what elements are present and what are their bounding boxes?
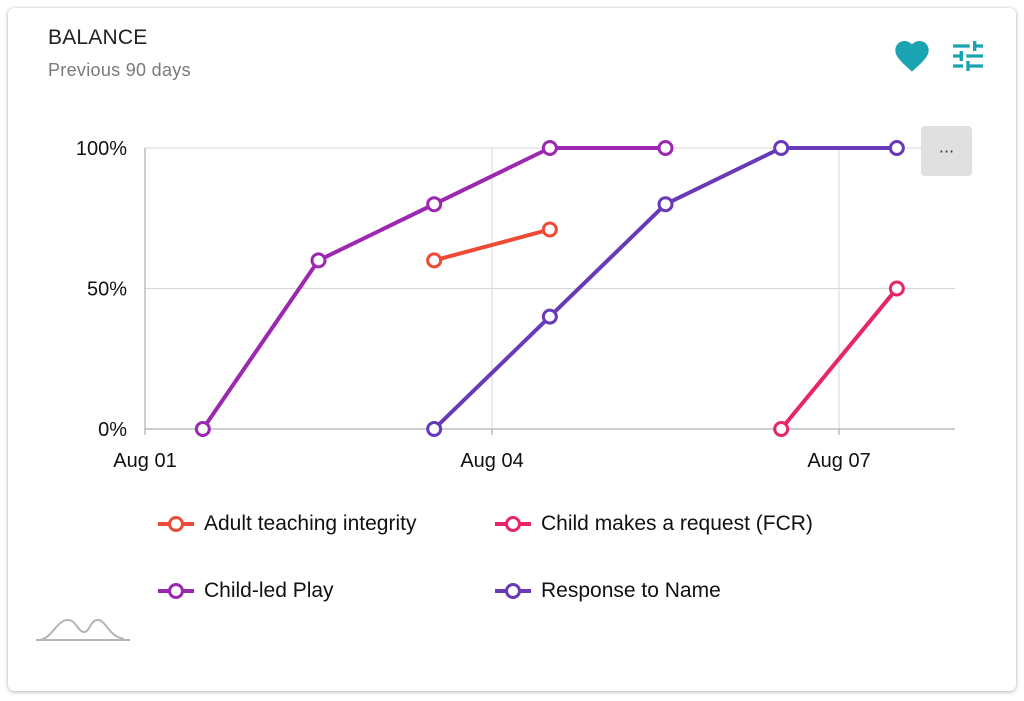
legend-item[interactable]: Child makes a request (FCR) (493, 509, 813, 539)
x-tick-label: Aug 01 (113, 450, 176, 472)
series-adult-teaching-integrity (426, 221, 558, 269)
legend-swatch (158, 516, 194, 532)
favorite-button[interactable] (892, 36, 932, 76)
series-child-led-play (194, 140, 674, 437)
settings-button[interactable] (948, 36, 988, 76)
chart-series (194, 140, 905, 437)
legend-item[interactable]: Adult teaching integrity (156, 509, 416, 539)
chart-grid (144, 147, 955, 435)
more-options-button[interactable]: ··· (921, 126, 972, 176)
tune-sliders-icon (953, 41, 983, 71)
data-point (541, 308, 558, 325)
data-point (541, 140, 558, 156)
y-tick-label: 100% (76, 138, 127, 160)
data-point (194, 421, 211, 437)
data-point (426, 421, 443, 437)
legend-swatch (158, 583, 194, 599)
legend-swatch-marker (168, 583, 184, 599)
sparkline-icon (28, 608, 132, 653)
legend-label: Child-led Play (204, 579, 334, 602)
legend-swatch-marker (505, 516, 521, 532)
data-point (310, 252, 327, 269)
x-tick-label: Aug 04 (460, 450, 523, 472)
legend-swatch-marker (505, 583, 521, 599)
series-line (433, 227, 551, 263)
series-child-makes-a-request-fcr- (773, 280, 905, 437)
legend-swatch-marker (168, 516, 184, 532)
data-point (657, 196, 674, 213)
series-line (779, 287, 899, 431)
legend-swatch (495, 583, 531, 599)
legend-label: Response to Name (541, 579, 721, 602)
data-point (888, 280, 905, 297)
legend-label: Child makes a request (FCR) (541, 512, 813, 535)
data-point (888, 140, 905, 156)
card-subtitle: Previous 90 days (48, 60, 191, 80)
data-point (657, 140, 674, 156)
legend-swatch (495, 516, 531, 532)
heart-icon (895, 41, 929, 72)
data-point (773, 421, 790, 437)
legend-label: Adult teaching integrity (204, 512, 417, 535)
chart-ticks: 0% 50% 100% Aug 01 Aug 04 Aug 07 (76, 138, 871, 472)
y-tick-label: 50% (87, 279, 127, 301)
data-point (773, 140, 790, 156)
series-response-to-name (426, 140, 905, 437)
legend-item[interactable]: Child-led Play (156, 576, 334, 606)
data-point (426, 196, 443, 213)
card-title: BALANCE (48, 26, 148, 49)
y-tick-label: 0% (98, 419, 127, 441)
data-point (426, 252, 443, 269)
x-tick-label: Aug 07 (807, 450, 870, 472)
data-point (541, 221, 558, 238)
legend-item[interactable]: Response to Name (493, 576, 721, 606)
